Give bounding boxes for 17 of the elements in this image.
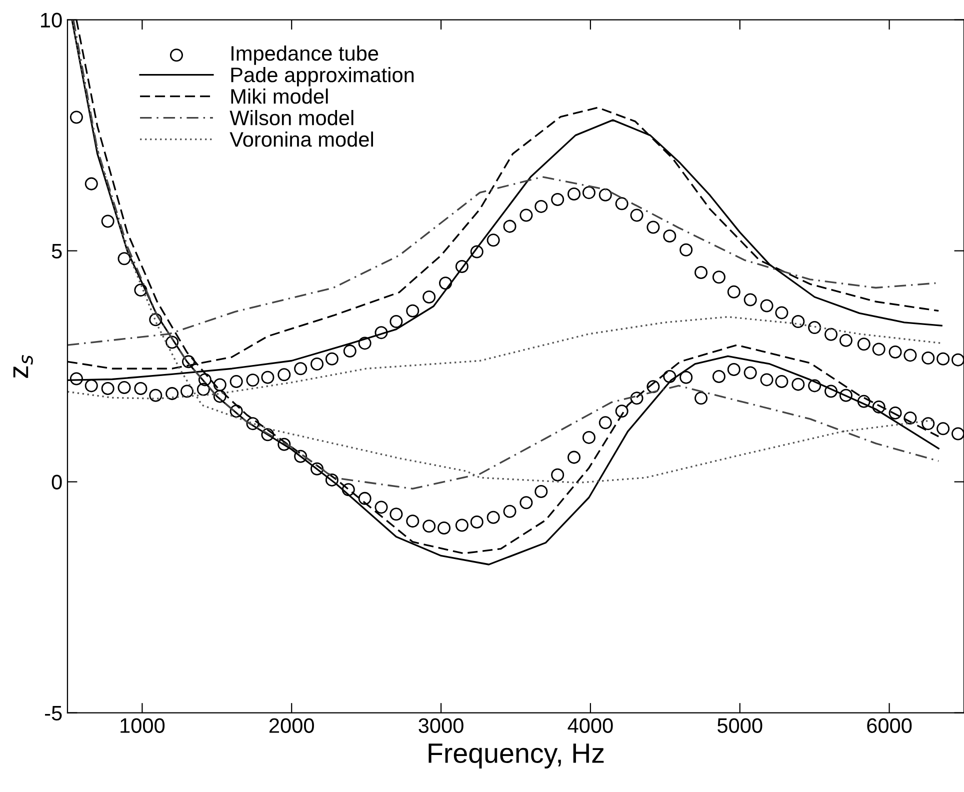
legend-label: Miki model [231, 88, 328, 104]
x-tick-label: 4000 [568, 718, 613, 733]
x-tick-label: 6000 [867, 718, 912, 733]
legend-label: Voronina model [230, 131, 373, 147]
legend-label: Impedance tube [232, 45, 378, 65]
y-tick-label: -5 [45, 706, 62, 721]
y-tick-label: 0 [52, 474, 62, 490]
y-axis-title: z$_{s}$ [13, 355, 33, 378]
x-axis-title: Frequency, Hz [428, 744, 604, 769]
y-tick-label: 5 [52, 244, 62, 259]
x-tick-label: 2000 [269, 718, 314, 733]
legend-label: Pade approximation [231, 66, 414, 86]
x-tick-label: 5000 [718, 718, 762, 733]
legend-label: Wilson model [230, 110, 354, 126]
y-tick-label: 10 [41, 12, 62, 28]
x-tick-label: 1000 [120, 718, 165, 733]
x-tick-label: 3000 [418, 718, 464, 733]
